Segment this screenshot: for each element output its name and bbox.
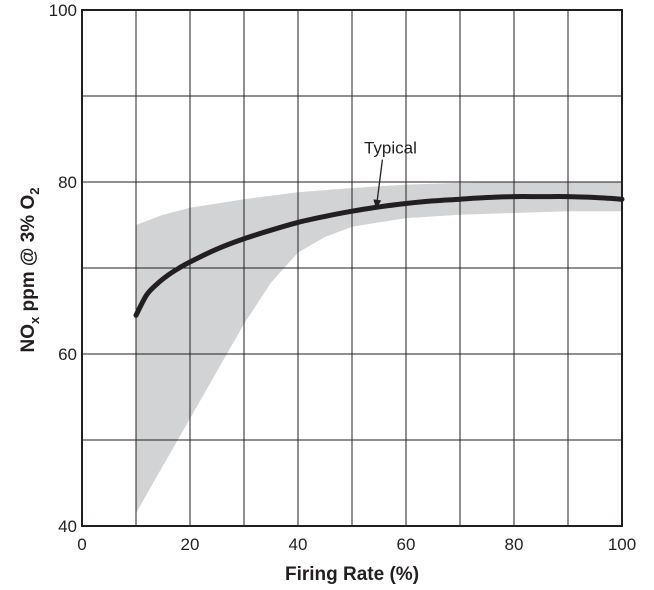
typical-annotation-label: Typical	[364, 139, 417, 158]
y-axis-title: NOx ppm @ 3% O2	[18, 188, 42, 353]
typical-annotation-arrow	[373, 159, 384, 209]
series-layer	[133, 194, 625, 318]
x-tick-label-100: 100	[608, 535, 636, 554]
y-axis-title-subscript-2: 2	[27, 188, 42, 195]
y-axis-title-base: NO	[18, 324, 39, 353]
y-axis-title-middle: ppm @ 3% O	[18, 195, 39, 317]
annotation-layer: Typical	[364, 139, 417, 209]
y-axis-title-subscript-x: x	[27, 316, 42, 324]
y-tick-label-60: 60	[58, 345, 77, 364]
variation-band-layer	[136, 182, 622, 514]
y-tick-label-80: 80	[58, 173, 77, 192]
x-tick-label-0: 0	[77, 535, 86, 554]
x-tick-label-40: 40	[289, 535, 308, 554]
x-axis-title: Firing Rate (%)	[285, 564, 419, 585]
x-tick-label-60: 60	[397, 535, 416, 554]
y-tick-label-40: 40	[58, 517, 77, 536]
y-tick-label-100: 100	[49, 1, 77, 20]
variation-band	[136, 182, 622, 514]
x-tick-label-20: 20	[181, 535, 200, 554]
gridlines	[82, 10, 622, 526]
x-tick-label-80: 80	[505, 535, 524, 554]
tick-labels: 0 20 40 60 80 100 40 60 80 100	[49, 1, 637, 554]
plot-frame	[81, 9, 623, 527]
typical-curve	[133, 194, 625, 318]
